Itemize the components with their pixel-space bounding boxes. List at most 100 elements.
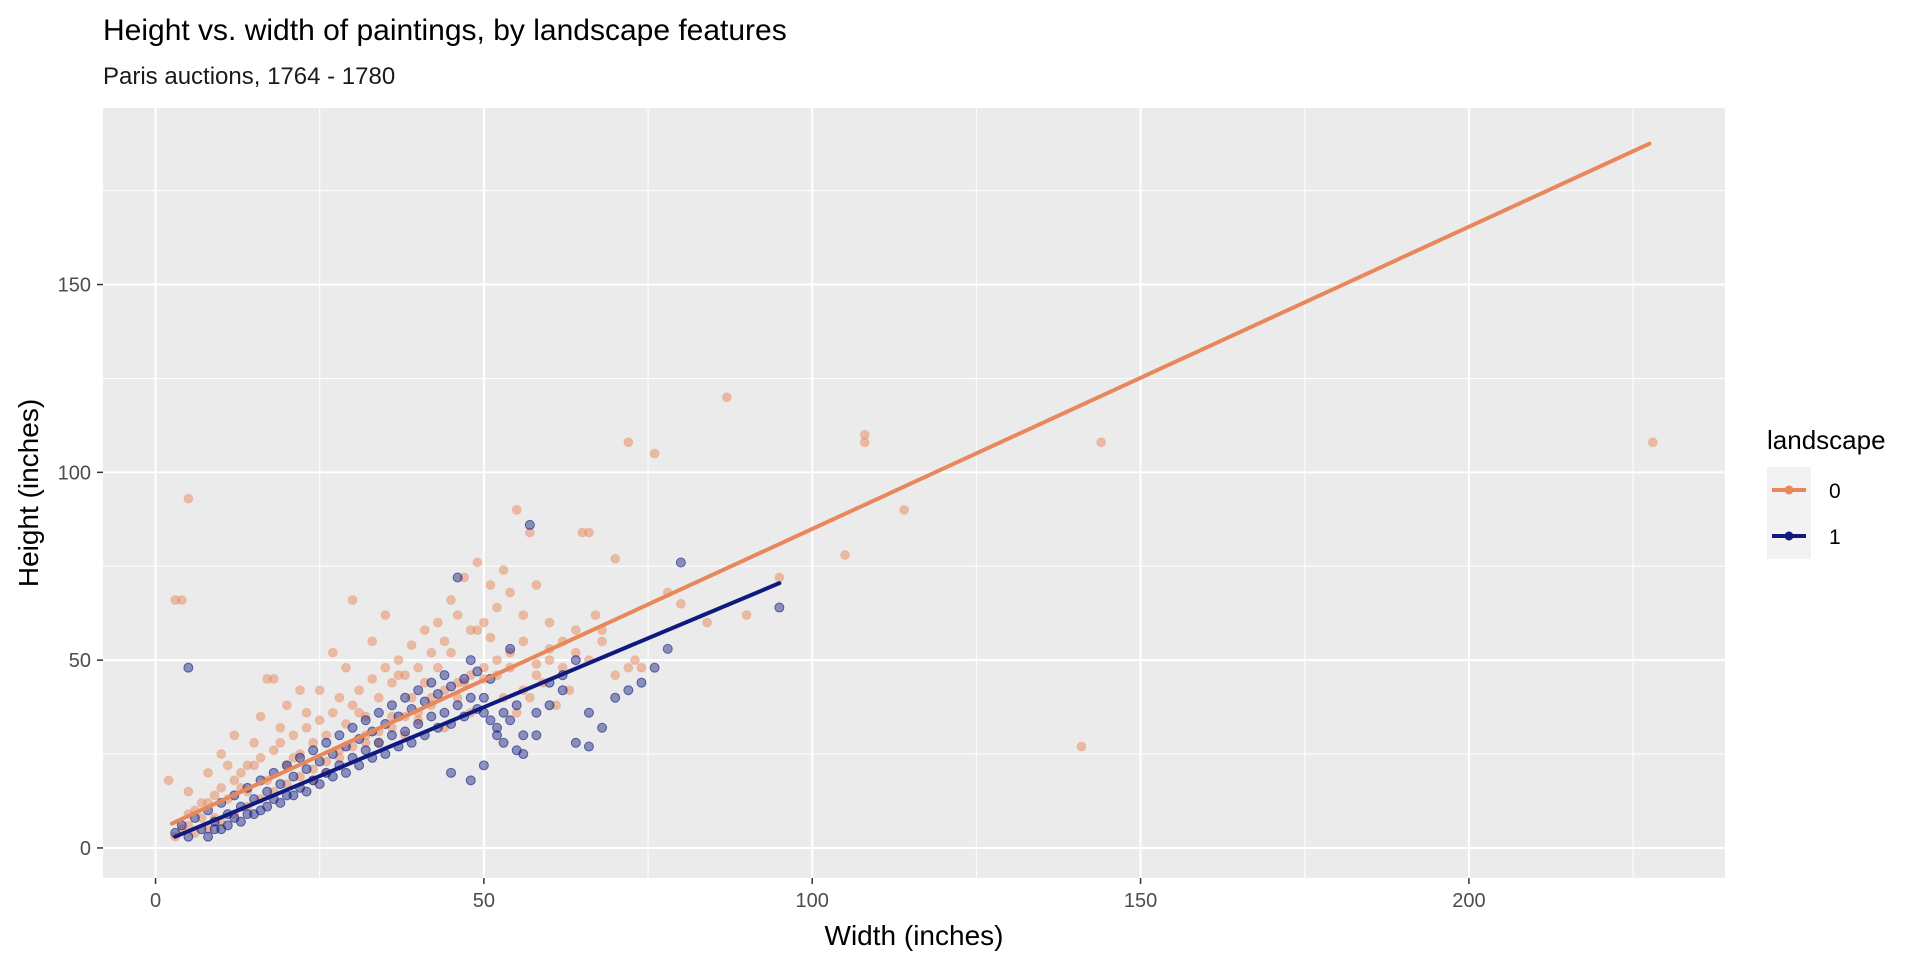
data-points — [163, 392, 1658, 842]
data-point-series-0 — [163, 775, 174, 786]
data-point-series-0 — [524, 527, 535, 538]
data-point-series-0 — [413, 662, 424, 673]
trend-line-series-1 — [173, 581, 782, 839]
data-point-series-0 — [505, 587, 516, 598]
data-point-series-0 — [386, 677, 397, 688]
legend-title: landscape — [1767, 425, 1886, 455]
data-point-series-0 — [229, 730, 240, 741]
data-point-series-0 — [235, 767, 246, 778]
x-tick-label: 200 — [1452, 890, 1485, 912]
data-point-series-1 — [485, 715, 496, 726]
data-point-series-1 — [400, 692, 411, 703]
data-point-series-1 — [360, 715, 371, 726]
data-point-series-0 — [432, 617, 443, 628]
data-point-series-0 — [531, 670, 542, 681]
data-point-series-1 — [295, 752, 306, 763]
data-point-series-0 — [544, 655, 555, 666]
data-point-series-1 — [235, 816, 246, 827]
data-point-series-1 — [465, 655, 476, 666]
data-point-series-1 — [432, 688, 443, 699]
data-point-series-0 — [446, 595, 457, 606]
data-point-series-1 — [446, 681, 457, 692]
data-point-series-0 — [281, 700, 292, 711]
data-point-series-0 — [249, 737, 260, 748]
data-point-series-0 — [498, 565, 509, 575]
data-point-series-0 — [301, 722, 312, 733]
data-point-series-1 — [465, 775, 476, 786]
data-point-series-0 — [314, 685, 325, 696]
data-point-series-1 — [222, 820, 233, 831]
data-point-series-0 — [327, 647, 338, 658]
data-point-series-0 — [314, 715, 325, 726]
data-point-series-1 — [492, 722, 503, 733]
data-point-series-0 — [741, 610, 752, 621]
trend-line-series-0 — [169, 141, 1652, 826]
data-point-series-0 — [583, 527, 594, 538]
x-tick-label: 50 — [473, 890, 495, 912]
data-point-series-0 — [354, 685, 365, 696]
data-point-series-0 — [216, 782, 227, 793]
data-point-series-0 — [1096, 437, 1107, 448]
chart-title: Height vs. width of paintings, by landsc… — [103, 14, 787, 47]
data-point-series-0 — [393, 670, 404, 681]
data-point-series-0 — [485, 632, 496, 643]
data-point-series-0 — [774, 572, 785, 583]
data-point-series-0 — [380, 610, 391, 621]
legend: landscape 0 1 — [1767, 425, 1886, 559]
data-point-series-0 — [511, 707, 522, 718]
data-point-series-0 — [327, 707, 338, 718]
data-point-series-0 — [840, 549, 851, 560]
data-point-series-1 — [597, 722, 608, 733]
data-point-series-0 — [485, 580, 496, 591]
data-point-series-0 — [216, 749, 227, 760]
data-point-series-1 — [426, 677, 437, 688]
data-point-series-1 — [347, 722, 358, 733]
data-point-series-1 — [557, 685, 568, 696]
y-tick-label: 50 — [69, 650, 91, 672]
data-point-series-1 — [452, 700, 463, 711]
data-point-series-0 — [452, 610, 463, 621]
y-tick-label: 150 — [58, 275, 91, 297]
data-point-series-0 — [472, 625, 483, 636]
data-point-series-1 — [288, 771, 299, 782]
data-point-series-1 — [675, 557, 686, 568]
data-point-series-1 — [446, 767, 457, 778]
data-point-series-1 — [570, 655, 581, 666]
data-point-series-0 — [426, 647, 437, 658]
data-point-series-0 — [899, 504, 910, 515]
data-point-series-1 — [498, 737, 509, 748]
data-point-series-1 — [413, 719, 424, 729]
data-point-series-1 — [452, 572, 463, 583]
data-point-series-0 — [229, 775, 240, 786]
data-point-series-1 — [478, 760, 489, 771]
data-point-series-0 — [629, 655, 640, 666]
legend-key-background — [1767, 467, 1811, 559]
data-point-series-0 — [859, 437, 870, 448]
data-point-series-0 — [511, 504, 522, 515]
data-point-series-0 — [268, 745, 279, 756]
data-point-series-1 — [209, 824, 220, 835]
y-axis: 0 50 100 150 — [58, 275, 103, 860]
data-point-series-0 — [623, 662, 634, 673]
data-point-series-0 — [524, 692, 535, 703]
plot-panel — [103, 108, 1725, 878]
data-point-series-1 — [518, 749, 529, 760]
x-tick-label: 0 — [150, 890, 161, 912]
data-point-series-0 — [295, 685, 306, 696]
data-point-series-1 — [524, 519, 535, 530]
data-point-series-0 — [183, 786, 194, 797]
data-point-series-0 — [518, 610, 529, 621]
data-point-series-1 — [531, 707, 542, 718]
data-point-series-0 — [275, 737, 286, 748]
major-gridlines — [103, 108, 1725, 878]
data-point-series-1 — [459, 673, 470, 684]
data-point-series-1 — [275, 797, 286, 808]
data-point-series-0 — [288, 730, 299, 741]
data-point-series-0 — [183, 493, 194, 504]
data-point-series-1 — [386, 700, 397, 711]
data-point-series-0 — [531, 658, 542, 669]
data-point-series-1 — [465, 692, 476, 703]
data-point-series-0 — [354, 707, 365, 718]
data-point-series-0 — [321, 730, 332, 741]
data-point-series-1 — [203, 831, 214, 842]
